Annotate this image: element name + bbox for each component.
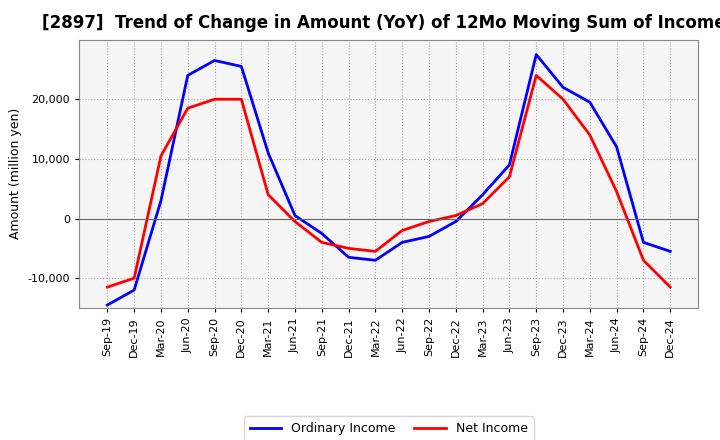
Net Income [478, 201, 487, 206]
Net Income [559, 97, 567, 102]
Legend: Ordinary Income, Net Income: Ordinary Income, Net Income [244, 416, 534, 440]
Net Income [639, 258, 648, 263]
Ordinary Income [666, 249, 675, 254]
Net Income [157, 153, 166, 158]
Ordinary Income [451, 219, 460, 224]
Ordinary Income [184, 73, 192, 78]
Ordinary Income [130, 287, 138, 293]
Net Income [344, 246, 353, 251]
Ordinary Income [291, 213, 300, 218]
Ordinary Income [157, 198, 166, 203]
Ordinary Income [505, 162, 514, 168]
Net Income [425, 219, 433, 224]
Ordinary Income [612, 144, 621, 150]
Net Income [585, 132, 594, 138]
Net Income [612, 189, 621, 194]
Net Income [184, 106, 192, 111]
Ordinary Income [371, 258, 379, 263]
Net Income [291, 219, 300, 224]
Ordinary Income [318, 231, 326, 236]
Ordinary Income [585, 99, 594, 105]
Ordinary Income [264, 150, 272, 156]
Ordinary Income [425, 234, 433, 239]
Net Income [532, 73, 541, 78]
Net Income [666, 285, 675, 290]
Net Income [237, 97, 246, 102]
Line: Net Income: Net Income [107, 75, 670, 287]
Ordinary Income [210, 58, 219, 63]
Line: Ordinary Income: Ordinary Income [107, 55, 670, 305]
Net Income [264, 192, 272, 197]
Ordinary Income [344, 255, 353, 260]
Net Income [318, 240, 326, 245]
Ordinary Income [478, 192, 487, 197]
Ordinary Income [532, 52, 541, 57]
Ordinary Income [237, 64, 246, 69]
Net Income [451, 213, 460, 218]
Ordinary Income [103, 302, 112, 308]
Net Income [103, 285, 112, 290]
Ordinary Income [639, 240, 648, 245]
Title: [2897]  Trend of Change in Amount (YoY) of 12Mo Moving Sum of Incomes: [2897] Trend of Change in Amount (YoY) o… [42, 15, 720, 33]
Net Income [371, 249, 379, 254]
Net Income [398, 228, 407, 233]
Ordinary Income [559, 84, 567, 90]
Y-axis label: Amount (million yen): Amount (million yen) [9, 108, 22, 239]
Net Income [210, 97, 219, 102]
Net Income [505, 174, 514, 180]
Ordinary Income [398, 240, 407, 245]
Net Income [130, 275, 138, 281]
